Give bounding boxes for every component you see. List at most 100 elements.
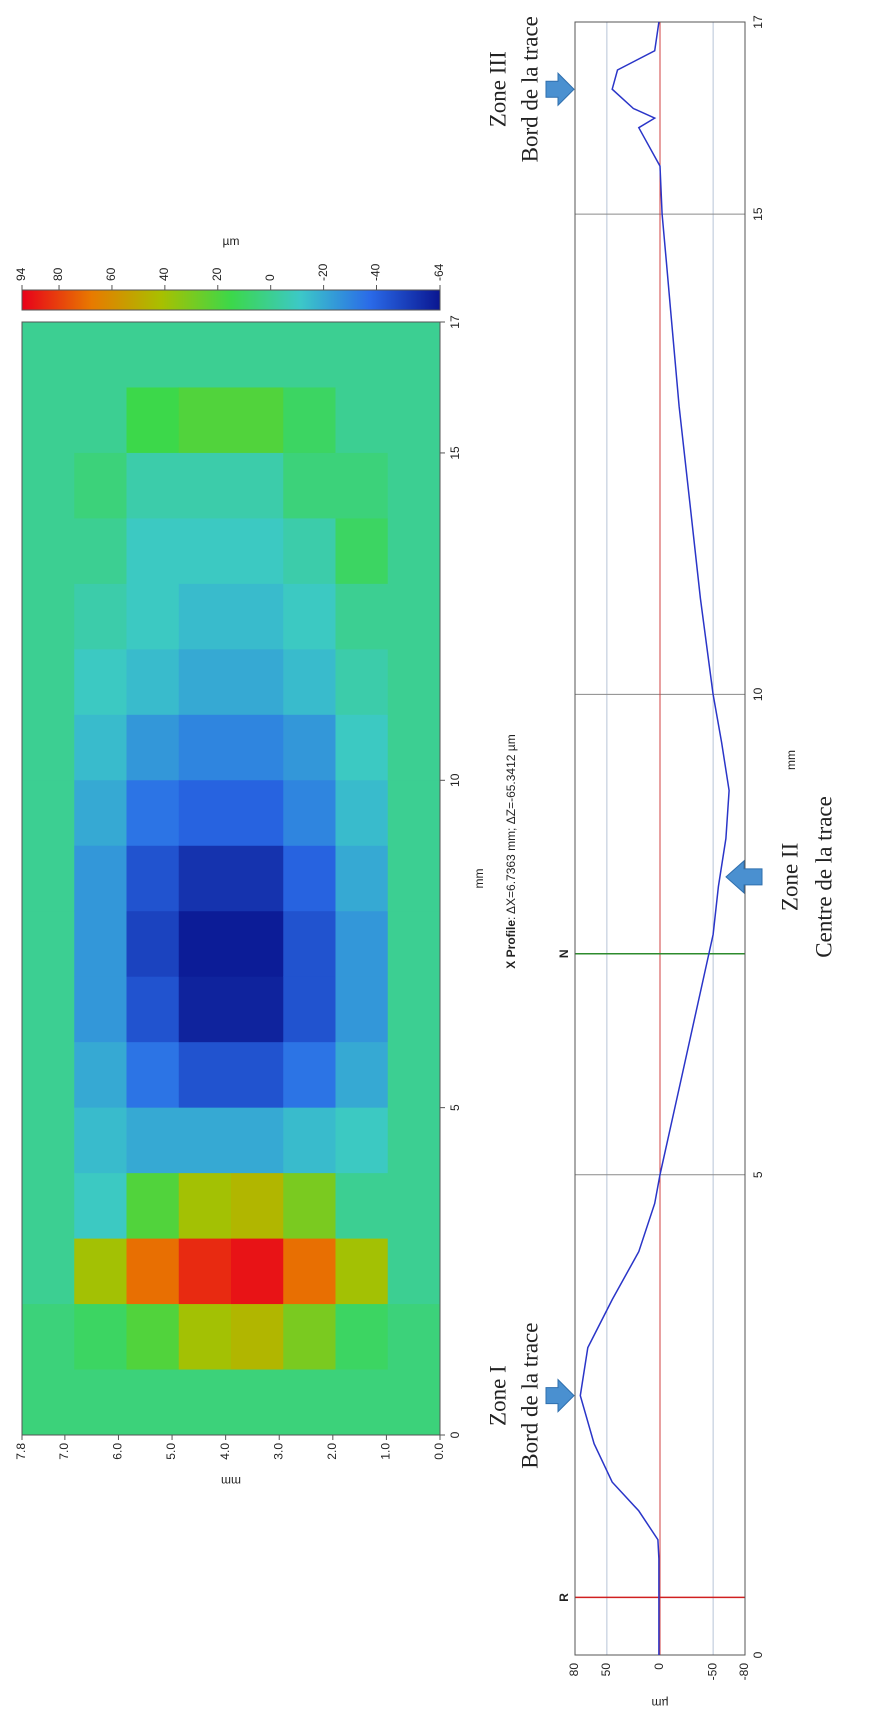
heat-cell [22, 517, 75, 584]
heat-cell [387, 386, 441, 453]
plot-frame [21, 321, 441, 1436]
x-tick-label: 10 [448, 773, 462, 787]
heat-cell [387, 321, 441, 388]
colorbar-tick-label: 80 [51, 267, 65, 281]
y-tick-label: 5.0 [164, 1443, 178, 1460]
colorbar-tick-label: -64 [432, 263, 446, 281]
heat-cell [74, 1107, 127, 1174]
heat-cell [126, 452, 180, 519]
heat-cell [126, 648, 180, 715]
heat-cell [22, 976, 75, 1043]
heat-cell [335, 321, 389, 388]
y-tick-label: 80 [567, 1663, 581, 1677]
heat-cell [178, 1238, 232, 1305]
heat-cell [126, 1172, 180, 1239]
heat-cell [22, 386, 75, 453]
heat-cell [74, 321, 127, 388]
heat-cell [231, 1107, 284, 1174]
heat-cell [74, 910, 127, 977]
heat-cell [283, 452, 336, 519]
colorbar-tick-label: 94 [14, 267, 28, 281]
x-tick-label: 0 [448, 1431, 462, 1438]
heat-cell [178, 1303, 232, 1370]
heat-cell [74, 1172, 127, 1239]
profile-line [579, 21, 730, 1655]
heat-cell [387, 910, 441, 977]
heat-cell [387, 1041, 441, 1108]
y-axis-label: mm [221, 1474, 241, 1488]
y-tick-label: 6.0 [111, 1443, 125, 1460]
heat-cell [22, 779, 75, 846]
heat-cell [387, 779, 441, 846]
colorbar-tick-label: 20 [210, 267, 224, 281]
heat-cell [178, 1369, 232, 1435]
heat-cell [74, 648, 127, 715]
heat-cell [22, 321, 75, 388]
y-tick-label: 7.0 [57, 1443, 71, 1460]
heat-cell [22, 1041, 75, 1108]
heat-cell [335, 517, 389, 584]
plot-frame [574, 21, 746, 1656]
heat-cell [387, 583, 441, 650]
heat-cell [335, 714, 389, 781]
heat-cell [74, 452, 127, 519]
heat-cell [22, 1369, 75, 1435]
heat-cell [178, 321, 232, 388]
heat-cell [283, 714, 336, 781]
chart-title: X Profile [504, 920, 518, 969]
heat-cell [231, 517, 284, 584]
arrow [545, 72, 575, 107]
heat-cell [22, 1303, 75, 1370]
heat-cell [283, 1369, 336, 1435]
heat-cell [126, 1303, 180, 1370]
heat-cell [335, 845, 389, 912]
marker-label: N [557, 949, 571, 958]
x-axis-label: mm [472, 869, 486, 889]
heat-cell [283, 845, 336, 912]
heat-cell [335, 1172, 389, 1239]
heat-cell [283, 321, 336, 388]
heat-cell [126, 976, 180, 1043]
chart-subtitle: : ΔX=6.7363 mm; ΔZ=-65.3412 µm [504, 734, 518, 920]
heat-cell [22, 452, 75, 519]
heat-cell [74, 1238, 127, 1305]
heat-cell [22, 714, 75, 781]
heat-cell [126, 1369, 180, 1435]
heat-cell [126, 845, 180, 912]
heat-cell [283, 517, 336, 584]
heat-cell [126, 779, 180, 846]
heat-cell [126, 714, 180, 781]
heat-cell [335, 1238, 389, 1305]
heat-cell [231, 845, 284, 912]
heat-cell [231, 1238, 284, 1305]
heat-cell [126, 1238, 180, 1305]
heat-cell [335, 386, 389, 453]
heat-cell [283, 910, 336, 977]
y-tick-label: 2.0 [325, 1443, 339, 1460]
heat-cell [22, 648, 75, 715]
heat-cell [74, 1369, 127, 1435]
x-tick-label: 5 [448, 1104, 462, 1111]
heat-cell [335, 1107, 389, 1174]
heat-cell [126, 386, 180, 453]
heat-cell [178, 976, 232, 1043]
heat-cell [178, 1172, 232, 1239]
heat-cell [387, 517, 441, 584]
colorbar-tick-label: 0 [263, 274, 277, 281]
heat-cell [283, 976, 336, 1043]
heat-cell [231, 1172, 284, 1239]
heat-cell [231, 1041, 284, 1108]
heat-cell [74, 779, 127, 846]
heat-cell [231, 1369, 284, 1435]
heat-cell [231, 1303, 284, 1370]
heat-cell [387, 1172, 441, 1239]
heat-cell [126, 1041, 180, 1108]
heat-cell [178, 845, 232, 912]
heat-cell [231, 583, 284, 650]
colorbar-label: µm [223, 234, 240, 248]
colorbar-tick-label: 60 [104, 267, 118, 281]
colorbar-tick-label: 40 [157, 267, 171, 281]
colorbar [21, 289, 441, 311]
y-tick-label: 4.0 [218, 1443, 232, 1460]
